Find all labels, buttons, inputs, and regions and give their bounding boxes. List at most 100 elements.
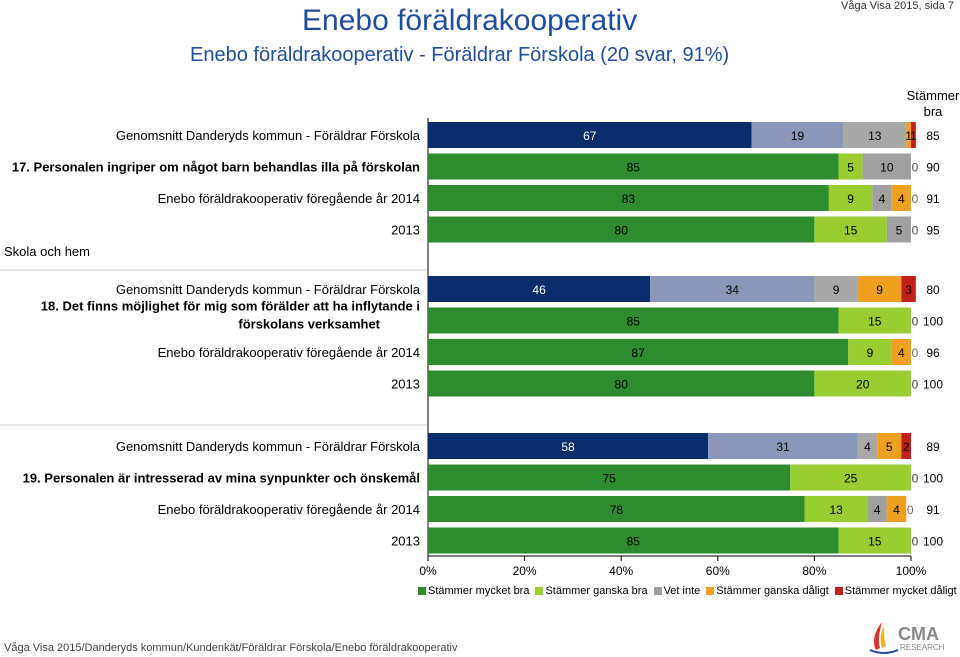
bar-segment xyxy=(428,370,815,397)
bar-value-label: 1 xyxy=(910,129,917,143)
legend-item: Stämmer ganska dåligt xyxy=(706,585,829,597)
bar-value-label: 83 xyxy=(622,192,636,206)
question-label: 19. Personalen är intresserad av mina sy… xyxy=(23,471,420,486)
bar-segment xyxy=(886,216,911,243)
bar-segment xyxy=(428,307,839,334)
bar-value-label: 0 xyxy=(912,161,919,175)
bar-value-label: 4 xyxy=(864,440,871,454)
cma-research-logo: CMA RESEARCH xyxy=(869,622,945,654)
bar-segment xyxy=(843,122,907,148)
bar-value-label: 19 xyxy=(791,129,805,143)
bar-value-label: 87 xyxy=(631,346,645,360)
x-tick-label: 20% xyxy=(513,564,537,578)
chart-legend: Stämmer mycket bra Stämmer ganska bra Vet … xyxy=(418,585,960,597)
bar-segment xyxy=(428,122,752,148)
page-info: Våga Visa 2015, sida 7 xyxy=(841,0,954,12)
bar-value-label: 85 xyxy=(627,161,641,175)
bar-segment xyxy=(867,496,887,522)
bar-segment xyxy=(891,339,911,365)
bar-segment xyxy=(901,433,911,459)
bar-segment xyxy=(862,153,911,180)
legend-item: Stämmer mycket dåligt xyxy=(834,585,957,597)
bar-value-label: 31 xyxy=(776,440,790,454)
stammer-bra-value: 90 xyxy=(926,161,940,175)
bar-value-label: 46 xyxy=(532,283,546,297)
bar-value-label: 78 xyxy=(610,503,624,517)
bar-value-label: 75 xyxy=(602,472,616,486)
bar-value-label: 4 xyxy=(893,503,900,517)
bar-segment xyxy=(708,433,858,459)
bar-value-label: 0 xyxy=(912,378,919,392)
bar-segment xyxy=(428,216,815,243)
question-label-line2: förskolans verksamhet xyxy=(238,317,380,332)
bar-value-label: 3 xyxy=(905,283,912,297)
bar-value-label: 4 xyxy=(874,503,881,517)
bar-segment xyxy=(838,527,911,554)
bar-segment xyxy=(428,153,839,180)
bar-segment xyxy=(428,339,849,365)
stammer-bra-value: 100 xyxy=(923,472,943,486)
bar-value-label: 85 xyxy=(627,535,641,549)
bar-value-label: 80 xyxy=(615,224,629,238)
bar-value-label: 2 xyxy=(903,440,910,454)
x-tick-label: 80% xyxy=(802,564,826,578)
bar-segment xyxy=(428,496,805,522)
bar-value-label: 9 xyxy=(867,346,874,360)
bar-value-label: 9 xyxy=(847,192,854,206)
bar-value-label: 0 xyxy=(912,315,919,329)
bar-value-label: 0 xyxy=(912,472,919,486)
legend-label: Stämmer mycket dåligt xyxy=(844,585,957,597)
question-label: 17. Personalen ingriper om något barn be… xyxy=(12,160,420,175)
bar-segment xyxy=(848,339,892,365)
bar-value-label: 0 xyxy=(912,346,919,360)
bar-segment xyxy=(814,276,858,302)
bar-value-label: 0 xyxy=(907,503,914,517)
bar-value-label: 0 xyxy=(912,535,919,549)
bar-value-label: 9 xyxy=(833,283,840,297)
bar-value-label: 5 xyxy=(896,224,903,238)
bar-value-label: 0 xyxy=(912,472,919,486)
bar-value-label: 9 xyxy=(876,283,883,297)
legend-swatch xyxy=(834,587,843,595)
bar-value-label: 58 xyxy=(561,440,575,454)
legend-swatch xyxy=(653,587,662,595)
bar-segment xyxy=(877,433,902,459)
bar-value-label: 85 xyxy=(627,315,641,329)
bar-value-label: 5 xyxy=(847,161,854,175)
bar-segment xyxy=(428,433,709,459)
stammer-bra-value: 91 xyxy=(926,503,940,517)
x-tick-label: 100% xyxy=(896,564,927,578)
row-label: Enebo föräldrakooperativ föregående år 2… xyxy=(158,191,420,206)
stammer-bra-value: 96 xyxy=(926,346,940,360)
bar-value-label: 25 xyxy=(844,472,858,486)
bar-value-label: 15 xyxy=(868,315,882,329)
legend-swatch xyxy=(535,587,544,595)
row-label: 2013 xyxy=(391,534,420,549)
bar-value-label: 34 xyxy=(726,283,740,297)
bar-value-label: 13 xyxy=(829,503,843,517)
bar-segment xyxy=(857,433,878,459)
section-label: Skola och hem xyxy=(4,244,90,259)
bar-segment xyxy=(891,185,911,211)
bar-value-label: 0 xyxy=(912,315,919,329)
row-label: 2013 xyxy=(391,223,420,238)
row-label: Genomsnitt Danderyds kommun - Föräldrar … xyxy=(116,128,421,143)
bar-segment xyxy=(838,307,911,334)
bar-value-label: 0 xyxy=(912,224,919,238)
bar-segment xyxy=(428,276,651,302)
x-tick-label: 60% xyxy=(706,564,730,578)
legend-label: Stämmer ganska bra xyxy=(545,585,648,597)
bar-segment xyxy=(428,527,839,554)
legend-swatch xyxy=(706,587,715,595)
bar-segment xyxy=(838,153,863,180)
bar-value-label: 4 xyxy=(898,192,905,206)
page-subtitle: Enebo föräldrakooperativ - Föräldrar För… xyxy=(190,44,730,66)
stammer-bra-value: 100 xyxy=(923,315,943,329)
stammer-bra-value: 89 xyxy=(926,440,940,454)
bar-value-label: 0 xyxy=(912,224,919,238)
footer-path: Våga Visa 2015/Danderyds kommun/Kundenkä… xyxy=(4,642,458,654)
bar-value-label: 0 xyxy=(912,535,919,549)
bar-value-label: 0 xyxy=(912,472,919,486)
bar-value-label: 0 xyxy=(912,315,919,329)
bar-segment xyxy=(428,464,791,491)
